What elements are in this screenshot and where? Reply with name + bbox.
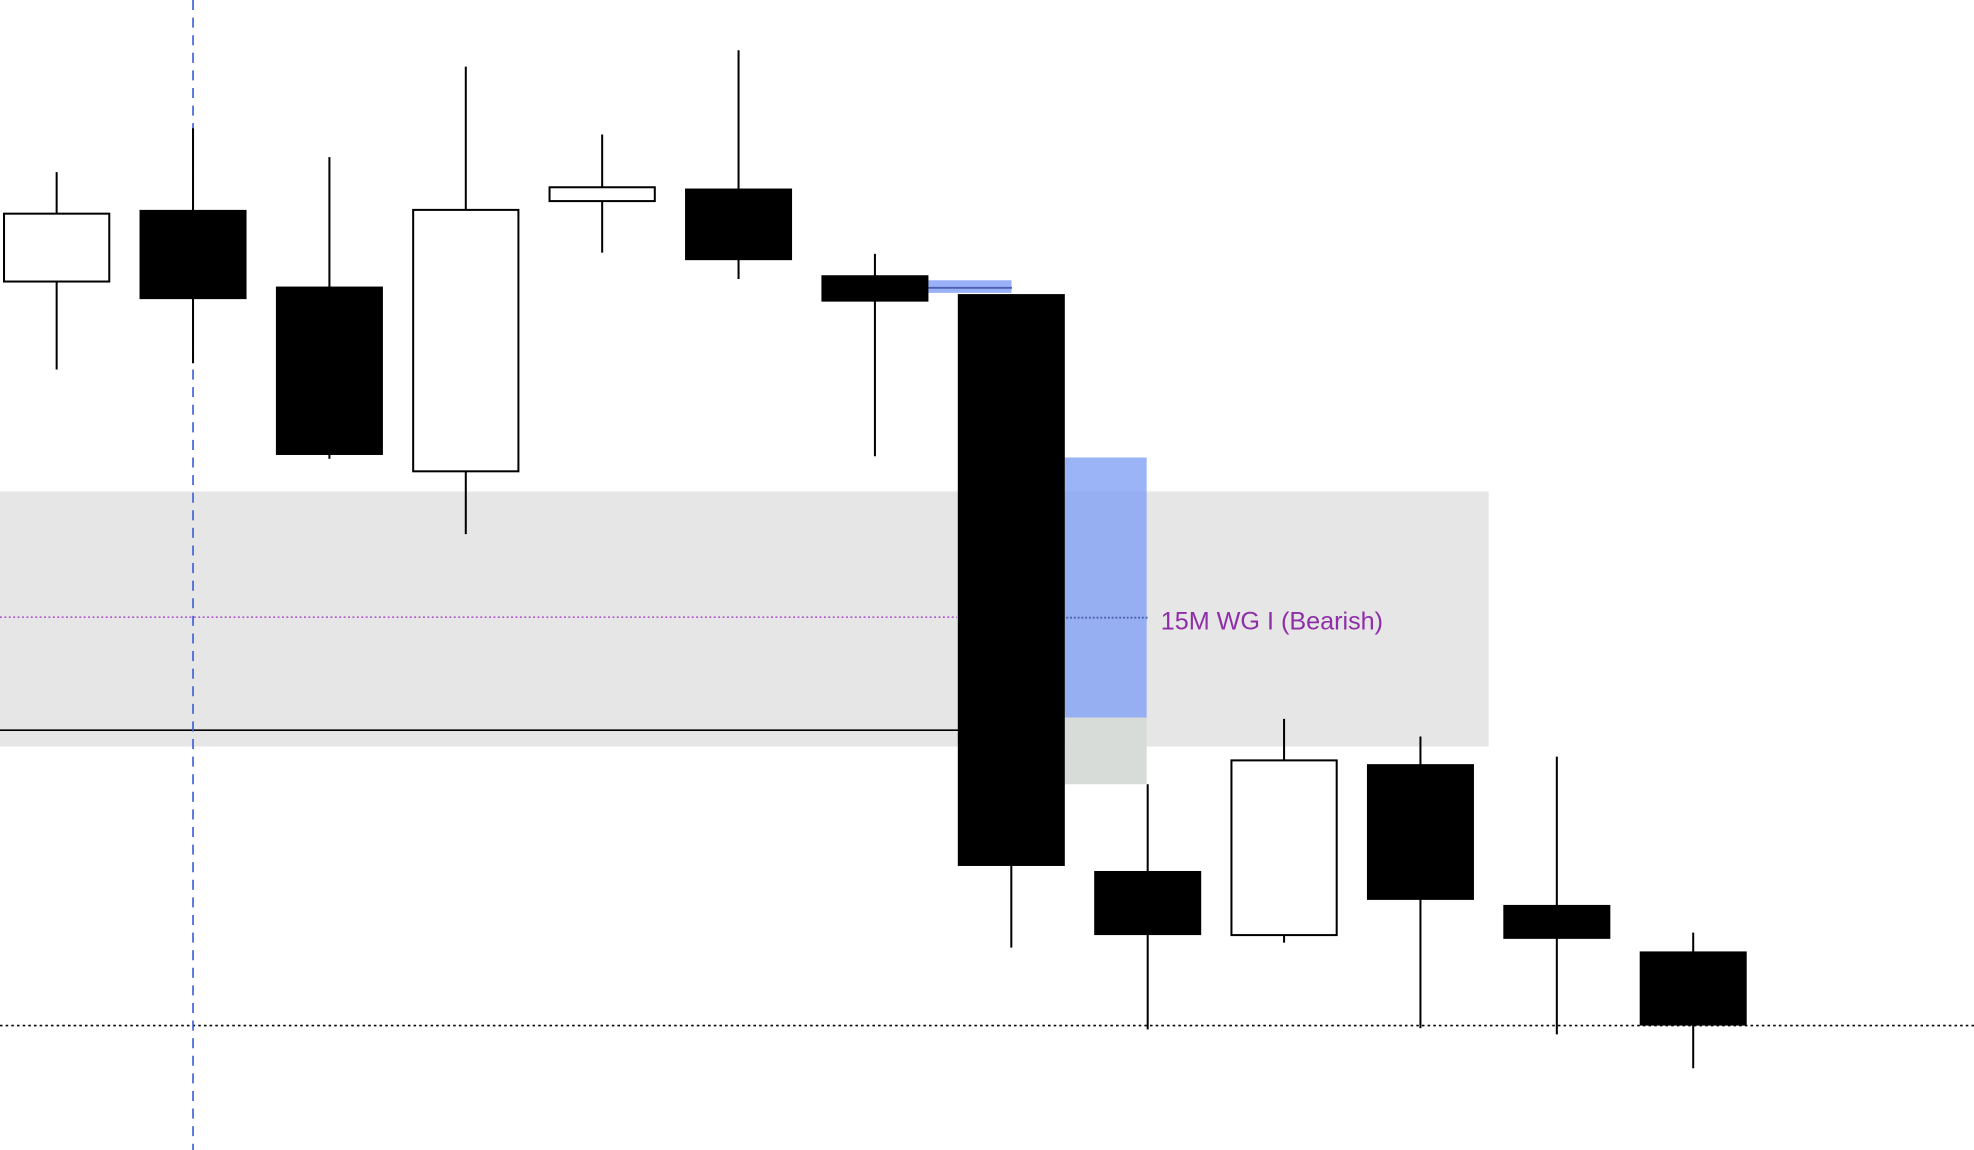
bearish-candle-body	[821, 275, 929, 302]
bullish-candle-body	[412, 208, 520, 473]
bearish-candle-body	[685, 188, 793, 261]
zones-layer	[0, 280, 1489, 785]
bearish-candle-body	[275, 286, 383, 455]
bearish-candle-body	[1094, 870, 1202, 936]
fvg-lower-zone	[1064, 717, 1147, 785]
bearish-candle-body	[139, 209, 247, 300]
grey-zone	[0, 491, 1489, 747]
bearish-candle-body	[1503, 904, 1611, 939]
small-gap-zone	[928, 280, 1012, 293]
candles-layer	[3, 50, 1747, 1069]
fvg-zone	[1064, 457, 1147, 718]
bullish-candle-body	[3, 212, 111, 283]
bullish-candle-body	[1230, 759, 1338, 937]
zone-label: 15M WG I (Bearish)	[1161, 608, 1383, 636]
bearish-candle-body	[1639, 951, 1747, 1026]
bullish-candle-body	[548, 186, 656, 203]
bearish-candle-body	[1366, 764, 1474, 900]
bearish-candle-body	[957, 294, 1065, 866]
